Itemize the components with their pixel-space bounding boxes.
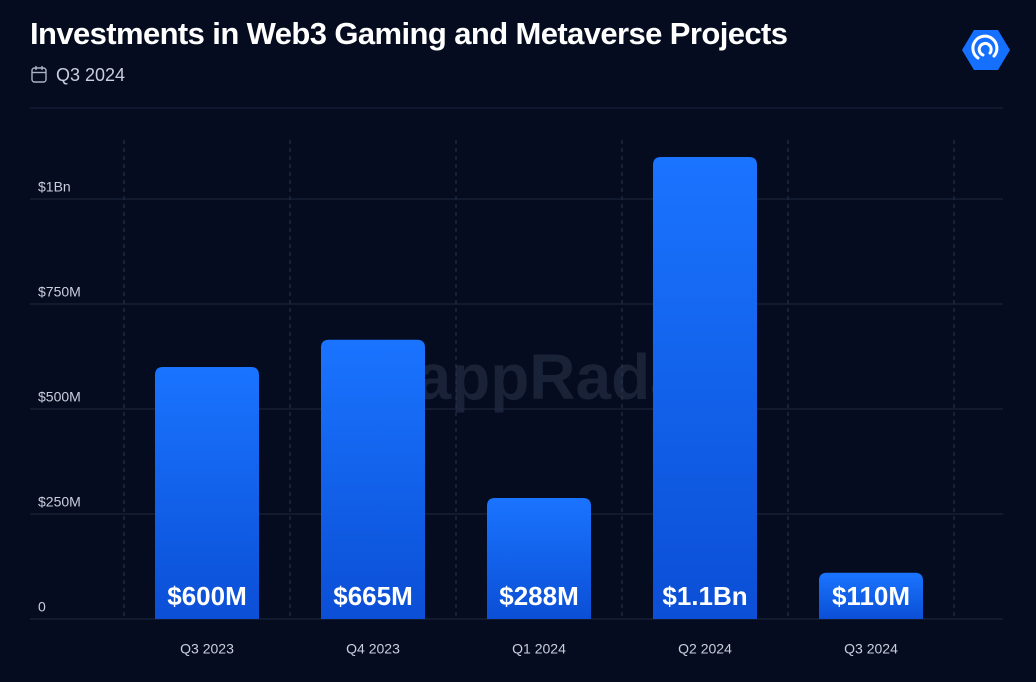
- x-tick-label: Q4 2023: [346, 641, 400, 657]
- value-label: $600M: [167, 581, 247, 611]
- bar: [487, 498, 591, 619]
- y-tick-label: $500M: [38, 389, 81, 405]
- bar: [819, 572, 923, 619]
- value-label: $110M: [832, 581, 910, 611]
- bar: [653, 157, 757, 619]
- logo: [962, 30, 1010, 70]
- x-tick-label: Q3 2024: [844, 641, 898, 657]
- calendar-icon: [31, 66, 47, 83]
- y-tick-label: $1Bn: [38, 179, 71, 195]
- subtitle: Q3 2024: [56, 65, 125, 85]
- x-tick-label: Q1 2024: [512, 641, 566, 657]
- bar: [321, 339, 425, 619]
- x-tick-label: Q3 2023: [180, 641, 234, 657]
- y-tick-label: 0: [38, 599, 46, 615]
- value-label: $665M: [333, 581, 413, 611]
- y-tick-label: $750M: [38, 284, 81, 300]
- value-label: $288M: [499, 581, 579, 611]
- chart-title: Investments in Web3 Gaming and Metaverse…: [30, 16, 787, 51]
- value-label: $1.1Bn: [662, 581, 747, 611]
- x-tick-label: Q2 2024: [678, 641, 732, 657]
- bar: [155, 367, 259, 619]
- y-tick-label: $250M: [38, 494, 81, 510]
